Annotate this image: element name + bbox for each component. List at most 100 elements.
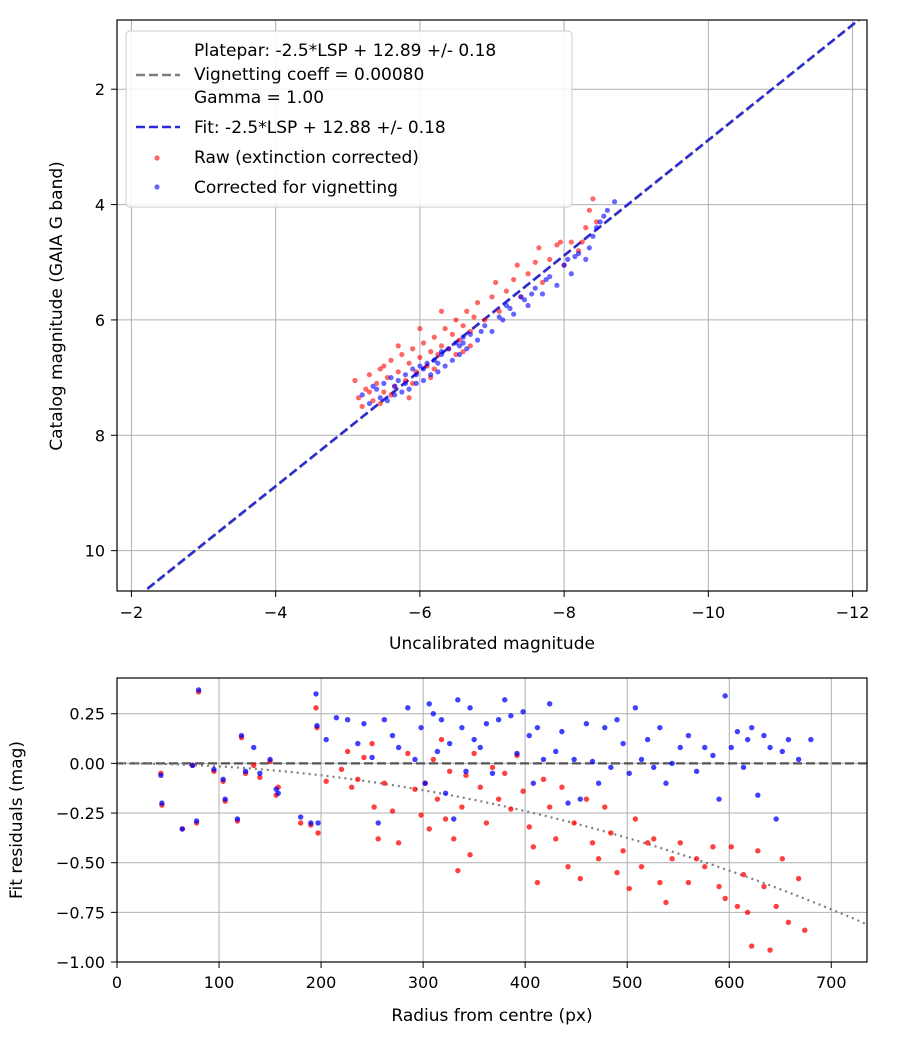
bottom-raw-point bbox=[526, 824, 532, 830]
bottom-raw-point bbox=[463, 772, 469, 779]
top-raw-point bbox=[514, 262, 520, 268]
top-corrected-point bbox=[464, 346, 470, 352]
bottom-raw-point bbox=[520, 788, 526, 794]
bottom-corrected-point bbox=[422, 780, 428, 786]
bottom-raw-point bbox=[685, 879, 692, 886]
top-corrected-point bbox=[402, 372, 409, 378]
bottom-raw-point bbox=[471, 750, 477, 757]
top-raw-point bbox=[449, 331, 455, 337]
top-raw-point bbox=[568, 239, 574, 245]
top-raw-point bbox=[406, 360, 412, 366]
top-corrected-point bbox=[420, 366, 427, 372]
top-corrected-point bbox=[384, 398, 391, 404]
top-raw-point bbox=[410, 380, 416, 386]
bottom-raw-point bbox=[477, 784, 483, 790]
top-corrected-point bbox=[456, 351, 463, 358]
top-corrected-point bbox=[392, 392, 398, 398]
top-raw-point bbox=[496, 308, 502, 314]
bottom-corrected-point bbox=[189, 762, 196, 769]
top-raw-point bbox=[377, 366, 383, 372]
bottom-raw-point bbox=[785, 919, 792, 925]
bottom-corrected-point bbox=[211, 766, 217, 773]
bottom-corrected-point bbox=[710, 752, 716, 759]
bottom-x-tick-label: 700 bbox=[816, 973, 847, 992]
bottom-corrected-point bbox=[313, 691, 319, 697]
bottom-y-tick-label: 0.25 bbox=[69, 705, 105, 724]
bottom-raw-point bbox=[502, 770, 508, 777]
top-corrected-point bbox=[532, 285, 538, 291]
top-corrected-point bbox=[586, 245, 592, 251]
bottom-corrected-point bbox=[375, 820, 381, 826]
bottom-raw-point bbox=[795, 875, 802, 882]
top-data-points bbox=[352, 196, 618, 410]
top-corrected-point bbox=[474, 337, 481, 343]
bottom-corrected-point bbox=[534, 724, 541, 731]
bottom-raw-point bbox=[702, 863, 708, 870]
top-corrected-point bbox=[539, 291, 546, 297]
legend-box bbox=[125, 30, 573, 208]
bottom-raw-point bbox=[779, 856, 786, 862]
top-corrected-point bbox=[604, 207, 610, 213]
bottom-raw-point bbox=[530, 844, 537, 850]
top-plot-frame bbox=[116, 19, 868, 592]
bottom-corrected-point bbox=[595, 780, 602, 786]
bottom-corrected-point bbox=[193, 818, 200, 824]
bottom-corrected-point bbox=[638, 756, 645, 763]
top-raw-point bbox=[554, 242, 560, 248]
legend-vignetting-label: Vignetting coeff = 0.00080 bbox=[194, 65, 424, 85]
bottom-plot-frame bbox=[116, 677, 868, 963]
top-corrected-point bbox=[525, 302, 531, 309]
bottom-raw-point bbox=[371, 804, 377, 810]
bottom-corrected-point bbox=[179, 826, 186, 832]
bottom-raw-point bbox=[761, 883, 767, 890]
top-raw-point bbox=[593, 219, 600, 225]
top-y-tick-label: 6 bbox=[95, 311, 105, 330]
bottom-corrected-point bbox=[333, 715, 340, 721]
top-raw-point bbox=[547, 256, 553, 262]
bottom-raw-point bbox=[389, 808, 396, 814]
bottom-raw-point bbox=[540, 776, 547, 782]
top-raw-point bbox=[370, 398, 376, 404]
bottom-corrected-point bbox=[740, 764, 747, 771]
bottom-corrected-point bbox=[620, 740, 626, 747]
bottom-corrected-point bbox=[446, 740, 453, 747]
bottom-corrected-point bbox=[734, 728, 741, 735]
bottom-corrected-point bbox=[438, 717, 445, 723]
top-raw-point bbox=[453, 351, 459, 358]
top-corrected-point bbox=[568, 271, 574, 277]
top-x-tick-label: −6 bbox=[408, 603, 432, 622]
bottom-x-tick-label: 500 bbox=[612, 973, 643, 992]
bottom-corrected-point bbox=[728, 744, 734, 751]
bottom-corrected-point bbox=[467, 705, 473, 711]
bottom-corrected-point bbox=[251, 744, 257, 751]
bottom-raw-point bbox=[663, 899, 669, 906]
bottom-corrected-point bbox=[369, 754, 375, 761]
top-raw-point bbox=[583, 225, 589, 231]
top-y-ticks: 2 4 6 8 10 bbox=[85, 80, 117, 561]
top-x-tick-label: −8 bbox=[552, 603, 576, 622]
top-corrected-point bbox=[388, 374, 394, 381]
bottom-corrected-point bbox=[583, 720, 590, 727]
bottom-corrected-point bbox=[693, 768, 700, 775]
bottom-corrected-point bbox=[418, 724, 424, 731]
top-corrected-point bbox=[413, 372, 419, 378]
bottom-grid bbox=[116, 678, 867, 963]
top-corrected-point bbox=[489, 328, 495, 335]
bottom-raw-point bbox=[315, 830, 321, 836]
bottom-raw-point bbox=[355, 776, 361, 782]
bottom-raw-point bbox=[728, 844, 734, 850]
bottom-corrected-point bbox=[546, 701, 553, 707]
bottom-corrected-point bbox=[785, 736, 792, 743]
bottom-raw-point bbox=[734, 903, 741, 910]
bottom-corrected-point bbox=[744, 736, 751, 743]
top-raw-point bbox=[431, 366, 437, 372]
bottom-raw-point bbox=[451, 836, 457, 842]
top-x-axis-label: Uncalibrated magnitude bbox=[389, 634, 595, 654]
bottom-corrected-point bbox=[314, 722, 320, 729]
bottom-corrected-point bbox=[412, 756, 418, 763]
top-raw-point bbox=[489, 294, 495, 300]
top-x-ticks: −2 −4 −6 −8 −10 −12 bbox=[120, 591, 869, 622]
bottom-corrected-point bbox=[361, 720, 367, 727]
top-corrected-point bbox=[529, 291, 535, 297]
